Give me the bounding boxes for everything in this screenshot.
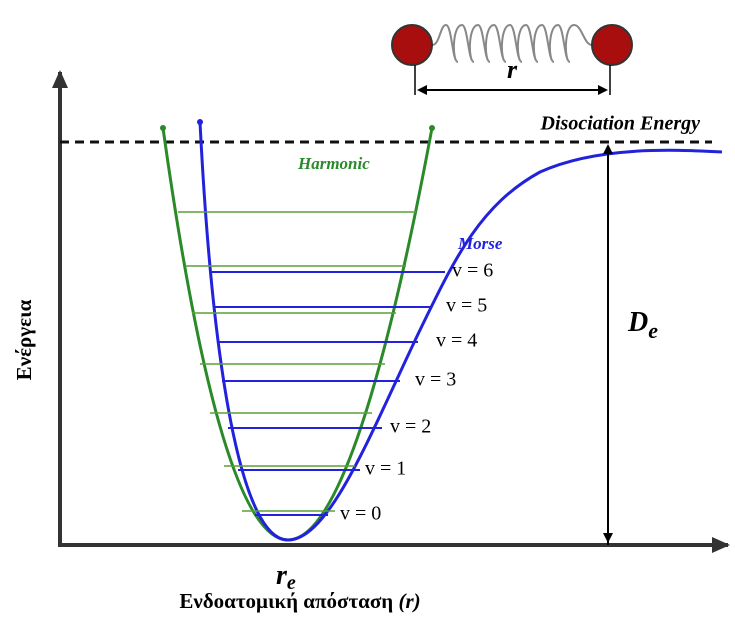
dissociation-label: Disociation Energy (540, 113, 701, 135)
harmonic-levels (178, 211, 416, 512)
y-axis-label: Ενέργεια (12, 299, 36, 380)
text: Ενδοατομική απόσταση (179, 589, 393, 613)
level-label: v = 6 (452, 260, 493, 282)
level-label: v = 1 (365, 458, 406, 480)
subscript: e (648, 318, 658, 343)
level-label: v = 3 (415, 369, 456, 391)
harmonic-label: Harmonic (297, 154, 370, 173)
curve-end (429, 125, 435, 131)
curve-end (197, 119, 203, 125)
symbol: (r) (398, 589, 420, 613)
level-label: v = 2 (390, 416, 431, 438)
level-label: v = 4 (436, 330, 477, 352)
morse-label: Morse (457, 234, 503, 253)
x-axis-label: Ενδοατομική απόσταση (r) (179, 589, 420, 613)
equilibrium-label: re (276, 560, 296, 593)
morse-curve (198, 121, 723, 542)
level-label: v = 5 (446, 295, 487, 317)
subscript: e (287, 572, 296, 594)
symbol: D (627, 307, 648, 338)
symbol: r (276, 560, 288, 591)
bond-length-label: r (507, 55, 518, 84)
well-depth-label: De (627, 307, 658, 343)
morse-levels (212, 271, 445, 516)
curve-end (160, 125, 166, 131)
level-label: v = 0 (340, 503, 381, 525)
molecule (391, 23, 633, 95)
